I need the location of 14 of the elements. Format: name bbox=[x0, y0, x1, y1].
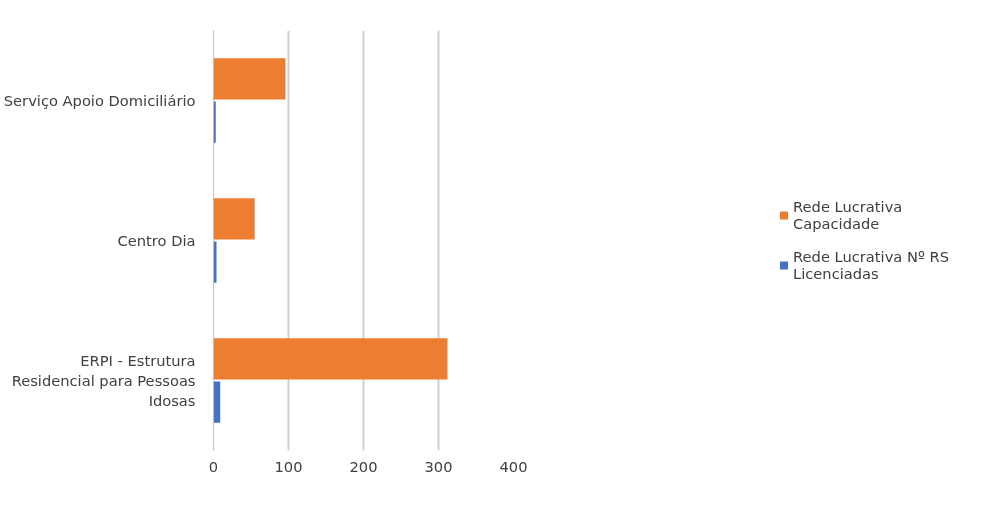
x-tick-label: 100 bbox=[274, 457, 303, 475]
legend-label: Rede Lucrativa Nº RS Licenciadas bbox=[793, 247, 949, 283]
bar bbox=[213, 58, 286, 100]
bar bbox=[213, 241, 217, 283]
legend-label: Rede Lucrativa Capacidade bbox=[793, 197, 903, 233]
y-tick-label: Centro Dia bbox=[117, 232, 196, 249]
y-tick-label: Serviço Apoio Domiciliário bbox=[3, 92, 196, 109]
bar bbox=[213, 198, 255, 240]
bar bbox=[213, 338, 448, 380]
x-tick-label: 400 bbox=[499, 457, 528, 475]
x-tick-label: 300 bbox=[424, 457, 453, 475]
x-tick-label: 0 bbox=[208, 457, 219, 475]
x-tick-label: 200 bbox=[349, 457, 378, 475]
y-tick-label: ERPI - Estrutura Residencial para Pessoas Idosas bbox=[11, 351, 196, 410]
